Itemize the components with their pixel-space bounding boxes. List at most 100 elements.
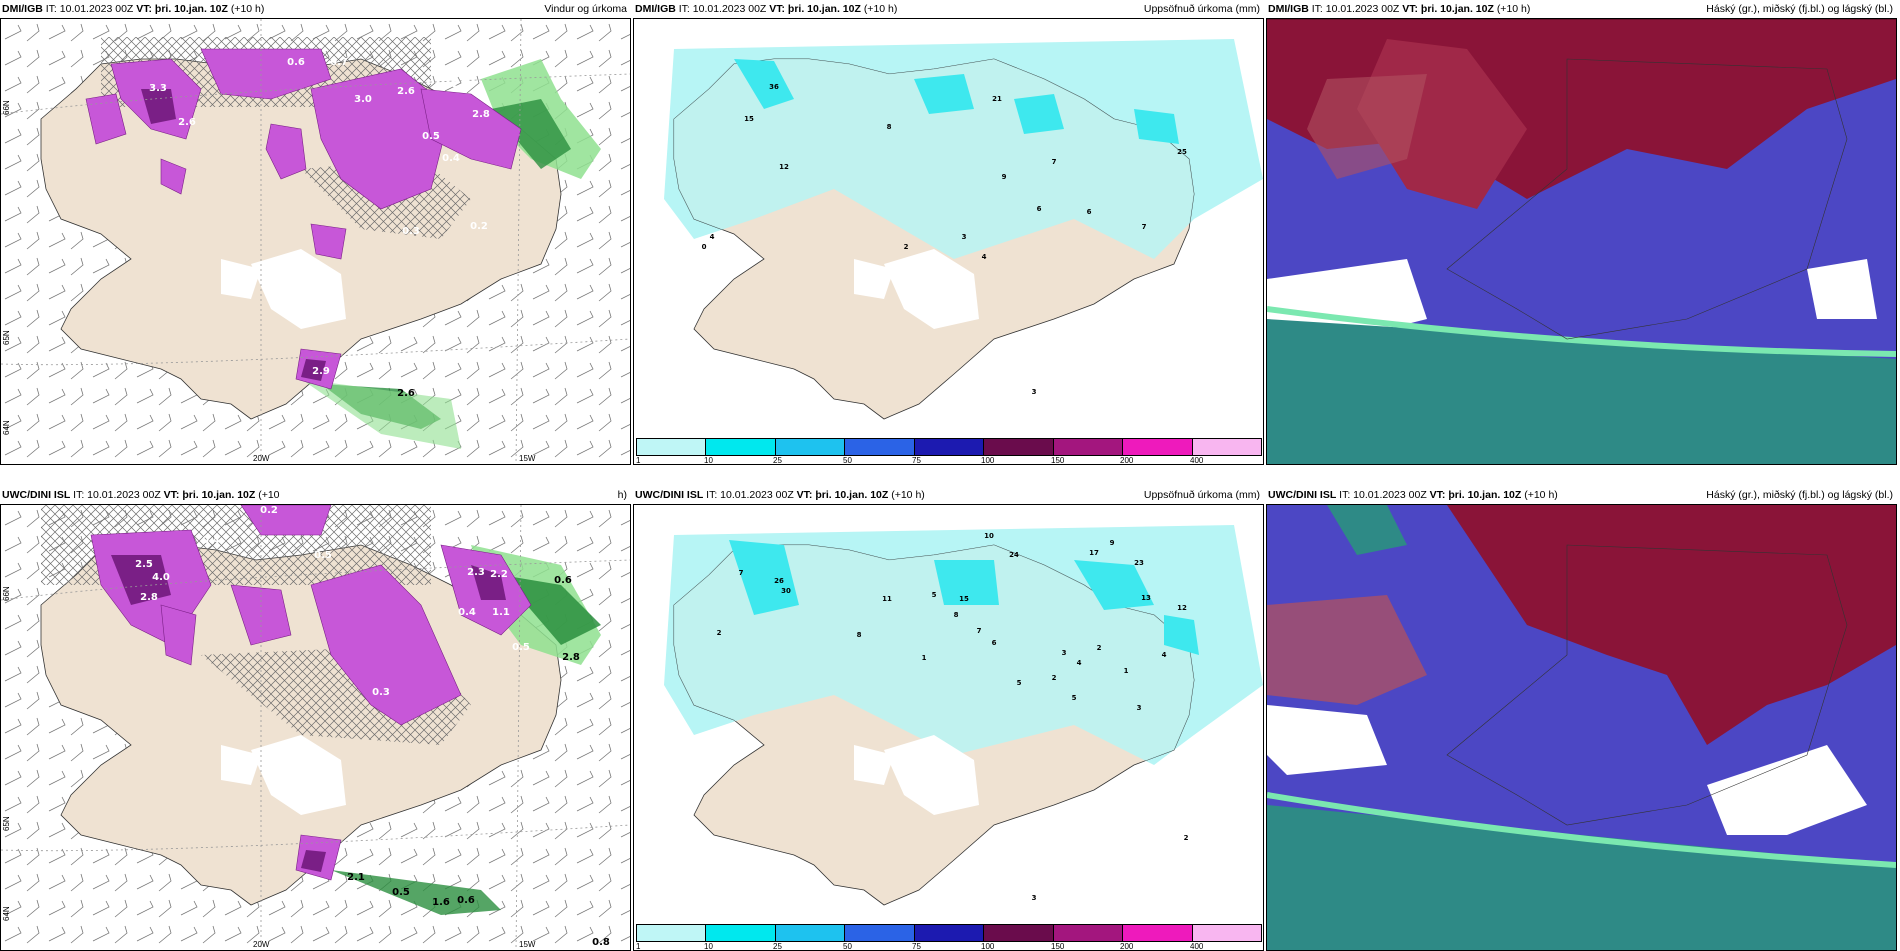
precip-label: 2.1 <box>347 872 365 883</box>
colorbar-swatch <box>637 439 707 455</box>
accum-label: 2 <box>1052 674 1057 682</box>
model-name: UWC/DINI ISL <box>2 489 71 501</box>
map-clouds <box>1267 19 1896 464</box>
valid-time: VT: þri. 10.jan. 10Z <box>796 489 889 501</box>
colorbar-swatch <box>706 439 776 455</box>
colorbar-swatch <box>845 439 915 455</box>
accum-label: 8 <box>954 611 959 619</box>
precip-label: 0.4 <box>202 535 220 546</box>
colorbar-swatch <box>1192 439 1261 455</box>
colorbar-swatch <box>914 925 985 941</box>
precip-label: 0.3 <box>372 687 390 698</box>
colorbar-tick: 400 <box>1190 942 1204 951</box>
map-wind-precip: 0.4 0.2 0.5 4.0 2.5 2.8 2.3 2.2 0.6 0.4 … <box>1 505 630 950</box>
lead-time: (+10 h) <box>863 3 898 15</box>
lat-label: 65N <box>2 330 11 345</box>
accum-label: 4 <box>1162 651 1167 659</box>
model-name: DMI/IGB <box>635 3 676 15</box>
accum-label: 9 <box>1002 173 1007 181</box>
accum-label: 3 <box>1032 894 1037 902</box>
colorbar-tick: 400 <box>1190 456 1204 465</box>
accum-label: 4 <box>710 233 715 241</box>
accum-label: 13 <box>1141 594 1151 602</box>
colorbar-swatch <box>637 925 707 941</box>
init-time: IT: 10.01.2023 00Z <box>706 489 794 501</box>
colorbar-swatch <box>1053 925 1124 941</box>
panel-title: Háský (gr.), miðský (fj.bl.) og lágský (… <box>1706 3 1893 15</box>
accum-label: 6 <box>1087 208 1092 216</box>
accum-label: 12 <box>779 163 789 171</box>
lon-label: 20W <box>253 940 270 949</box>
map-wind-precip: 3.3 2.6 0.6 0.7 3.0 2.6 2.7 2.8 0.4 0.5 … <box>1 19 630 464</box>
colorbar-tick: 200 <box>1120 456 1134 465</box>
lat-label: 64N <box>2 906 11 921</box>
colorbar-swatch <box>984 925 1054 941</box>
accum-label: 17 <box>1089 549 1099 557</box>
precip-label: 2.3 <box>467 567 485 578</box>
colorbar-swatch <box>775 439 846 455</box>
accum-label: 3 <box>1062 649 1067 657</box>
colorbar-swatch <box>1192 925 1261 941</box>
accum-label: 5 <box>932 591 937 599</box>
init-time: IT: 10.01.2023 00Z <box>73 489 161 501</box>
accum-label: 12 <box>1177 604 1187 612</box>
colorbar-ticks: 1 10 25 50 75 100 150 200 400 <box>636 456 1262 465</box>
precip-label: 2.9 <box>312 366 330 377</box>
init-time: IT: 10.01.2023 00Z <box>1311 3 1400 15</box>
accum-label: 7 <box>1052 158 1057 166</box>
panel-header: DMI/IGB IT: 10.01.2023 00Z VT: þri. 10.j… <box>633 0 1264 18</box>
precip-label: 1.1 <box>492 607 510 618</box>
precip-label: 2.6 <box>178 117 196 128</box>
panel-accum-precip-dmi: DMI/IGB IT: 10.01.2023 00Z VT: þri. 10.j… <box>633 0 1264 465</box>
lon-label: 15W <box>519 454 536 463</box>
accum-label: 3 <box>1137 704 1142 712</box>
panel-header: DMI/IGB IT: 10.01.2023 00Z VT: þri. 10.j… <box>0 0 631 18</box>
accum-label: 21 <box>992 95 1002 103</box>
accum-label: 24 <box>1009 551 1019 559</box>
accum-label: 15 <box>744 115 754 123</box>
colorbar-tick: 50 <box>843 942 852 951</box>
colorbar-swatch <box>1123 925 1193 941</box>
panel-header: UWC/DINI ISL IT: 10.01.2023 00Z VT: þri.… <box>1266 486 1897 504</box>
colorbar-swatch <box>845 925 915 941</box>
accum-label: 25 <box>1177 148 1187 156</box>
precip-label: 0.5 <box>392 887 410 898</box>
lon-label: 15W <box>519 940 536 949</box>
colorbar-tick: 75 <box>912 456 921 465</box>
valid-time: VT: þri. 10.jan. 10Z <box>136 3 228 15</box>
colorbar-tick: 75 <box>912 942 921 951</box>
accum-label: 4 <box>982 253 987 261</box>
colorbar <box>636 924 1262 942</box>
accum-label: 7 <box>977 627 982 635</box>
colorbar-tick: 50 <box>843 456 852 465</box>
accum-label: 36 <box>769 83 779 91</box>
accum-label: 15 <box>959 595 969 603</box>
precip-label: 0.8 <box>592 937 610 948</box>
colorbar-swatch <box>775 925 846 941</box>
lat-label: 66N <box>2 586 11 601</box>
accum-label: 3 <box>1032 388 1037 396</box>
colorbar-tick: 100 <box>981 942 995 951</box>
colorbar-tick: 150 <box>1051 942 1065 951</box>
precip-label: 0.5 <box>422 131 440 142</box>
lat-label: 64N <box>2 420 11 435</box>
accum-label: 8 <box>857 631 862 639</box>
panel-header: UWC/DINI ISL IT: 10.01.2023 00Z VT: þri.… <box>0 486 631 504</box>
accum-label: 3 <box>962 233 967 241</box>
accum-label: 7 <box>1142 223 1147 231</box>
precip-label: 3.3 <box>149 83 167 94</box>
accum-label: 0 <box>702 243 707 251</box>
lead-time: (+10 h) <box>1524 489 1558 501</box>
colorbar-tick: 200 <box>1120 942 1134 951</box>
precip-label: 2.8 <box>140 592 158 603</box>
init-time: IT: 10.01.2023 00Z <box>1339 489 1427 501</box>
lead-time: (+10 h) <box>891 489 925 501</box>
colorbar-tick: 10 <box>704 942 713 951</box>
accum-label: 30 <box>781 587 791 595</box>
colorbar-swatch <box>984 439 1054 455</box>
precip-label: 0.4 <box>458 607 476 618</box>
lat-label: 65N <box>2 816 11 831</box>
colorbar-tick: 1 <box>636 456 641 465</box>
accum-label: 6 <box>992 639 997 647</box>
colorbar-swatch <box>1123 439 1193 455</box>
